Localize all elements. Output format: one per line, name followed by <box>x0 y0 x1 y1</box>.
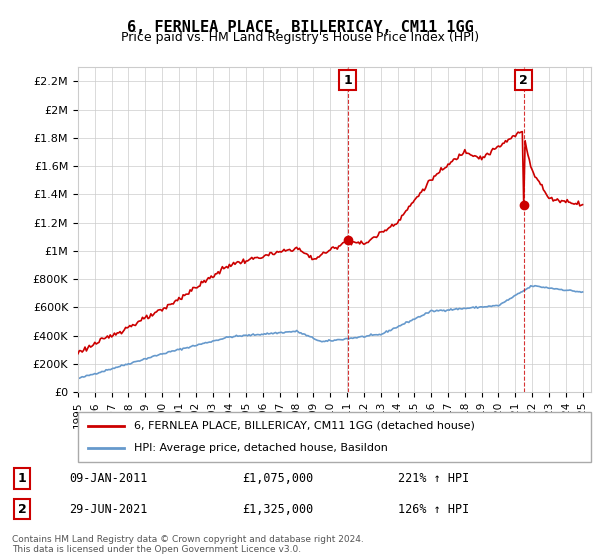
Text: 2: 2 <box>18 503 26 516</box>
Text: 09-JAN-2011: 09-JAN-2011 <box>70 472 148 485</box>
Text: 6, FERNLEA PLACE, BILLERICAY, CM11 1GG (detached house): 6, FERNLEA PLACE, BILLERICAY, CM11 1GG (… <box>134 421 475 431</box>
Text: Price paid vs. HM Land Registry's House Price Index (HPI): Price paid vs. HM Land Registry's House … <box>121 31 479 44</box>
Text: 29-JUN-2021: 29-JUN-2021 <box>70 503 148 516</box>
Text: 1: 1 <box>343 74 352 87</box>
FancyBboxPatch shape <box>78 412 591 462</box>
Text: 2: 2 <box>519 74 528 87</box>
Text: 1: 1 <box>18 472 26 485</box>
Text: Contains HM Land Registry data © Crown copyright and database right 2024.
This d: Contains HM Land Registry data © Crown c… <box>12 535 364 554</box>
Text: 126% ↑ HPI: 126% ↑ HPI <box>398 503 469 516</box>
Text: £1,325,000: £1,325,000 <box>242 503 314 516</box>
Text: HPI: Average price, detached house, Basildon: HPI: Average price, detached house, Basi… <box>134 443 388 453</box>
Text: £1,075,000: £1,075,000 <box>242 472 314 485</box>
Text: 6, FERNLEA PLACE, BILLERICAY, CM11 1GG: 6, FERNLEA PLACE, BILLERICAY, CM11 1GG <box>127 20 473 35</box>
Text: 221% ↑ HPI: 221% ↑ HPI <box>398 472 469 485</box>
